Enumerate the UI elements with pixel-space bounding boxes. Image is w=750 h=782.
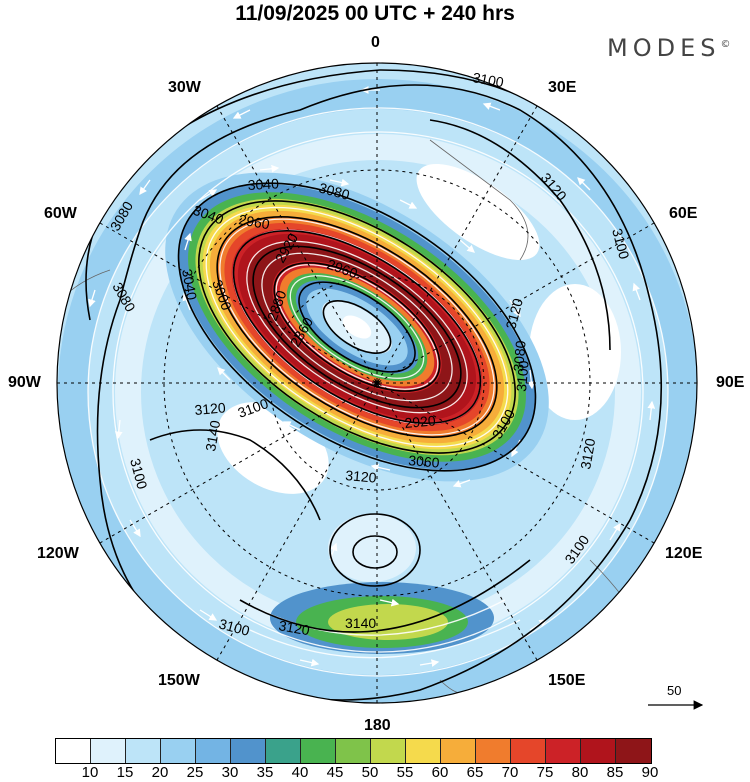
- brand-name: MODES: [607, 34, 721, 62]
- legend-tick-label: 70: [501, 764, 519, 781]
- legend-swatch: [406, 739, 441, 763]
- contour-label: 3100: [127, 457, 151, 491]
- brand-logo: MODES©: [607, 34, 730, 62]
- contour-label: 3120: [502, 296, 526, 330]
- legend-swatch: [616, 739, 651, 763]
- contour-label: 3140: [202, 419, 223, 453]
- lon-label-30w: 30W: [168, 79, 201, 96]
- contour-label: 3120: [194, 399, 227, 418]
- legend-swatch: [91, 739, 126, 763]
- wind-speed-field: [57, 63, 697, 703]
- contour-label: 3100: [217, 615, 251, 639]
- contour-label: 3140: [345, 615, 376, 631]
- legend-tick-label: 55: [396, 764, 414, 781]
- legend-swatch: [581, 739, 616, 763]
- contour-label: 3120: [277, 617, 311, 638]
- legend-tick-label: 20: [151, 764, 169, 781]
- lon-label-90e: 90E: [716, 374, 745, 391]
- lon-label-120e: 120E: [665, 545, 703, 562]
- legend-tick-label: 80: [571, 764, 589, 781]
- contour-label: 3080: [317, 179, 351, 203]
- legend-swatch: [196, 739, 231, 763]
- wind-reference-value: 50: [667, 683, 682, 698]
- legend-swatch: [161, 739, 196, 763]
- contour-label: 3040: [247, 175, 279, 193]
- map-title: 11/09/2025 00 UTC + 240 hrs: [235, 2, 515, 25]
- contour-label: 3100: [471, 69, 505, 90]
- lon-label-120w: 120W: [37, 545, 79, 562]
- lon-label-0: 0: [371, 34, 380, 51]
- contour-label: 3040: [179, 268, 200, 302]
- wind-arrows: [88, 86, 656, 667]
- lon-label-60e: 60E: [669, 205, 698, 222]
- legend-swatch: [231, 739, 266, 763]
- legend-tick-label: 40: [291, 764, 309, 781]
- legend-tick-label: 65: [466, 764, 484, 781]
- color-legend: [55, 738, 652, 764]
- map-boundary: [56, 62, 698, 704]
- legend-tick-label: 60: [431, 764, 449, 781]
- legend-tick-label: 90: [641, 764, 659, 781]
- legend-tick-label: 10: [81, 764, 99, 781]
- lon-label-150w: 150W: [158, 672, 200, 689]
- contour-label: 3120: [345, 467, 378, 486]
- contour-label: 3120: [577, 437, 598, 471]
- lon-label-60w: 60W: [44, 205, 77, 222]
- contour-label: 2920: [404, 412, 437, 431]
- lon-label-150e: 150E: [548, 672, 586, 689]
- legend-swatch: [266, 739, 301, 763]
- contour-label: 3060: [408, 452, 441, 471]
- legend-tick-label: 15: [116, 764, 134, 781]
- contour-label: 3100: [609, 227, 633, 261]
- legend-swatch: [511, 739, 546, 763]
- legend-swatch: [546, 739, 581, 763]
- legend-tick-label: 25: [186, 764, 204, 781]
- legend-swatch: [56, 739, 91, 763]
- contour-label: 2960: [237, 211, 271, 232]
- legend-tick-label: 45: [326, 764, 344, 781]
- lon-label-90w: 90W: [8, 374, 41, 391]
- brand-mark: ©: [720, 39, 731, 50]
- legend-swatch: [336, 739, 371, 763]
- legend-swatch: [126, 739, 161, 763]
- legend-tick-label: 75: [536, 764, 554, 781]
- legend-tick-label: 50: [361, 764, 379, 781]
- legend-swatch: [441, 739, 476, 763]
- contour-label: 3100: [513, 360, 532, 393]
- legend-swatch: [301, 739, 336, 763]
- graticule: [57, 63, 697, 703]
- lon-label-180: 180: [364, 717, 391, 734]
- legend-tick-label: 30: [221, 764, 239, 781]
- legend-swatch: [476, 739, 511, 763]
- legend-tick-label: 35: [256, 764, 274, 781]
- legend-tick-label: 85: [606, 764, 624, 781]
- legend-swatch: [371, 739, 406, 763]
- lon-label-30e: 30E: [548, 79, 577, 96]
- contour-label: 3080: [510, 340, 529, 373]
- contour-labels: 3100 3120 3100 3080 3080 3040 3040 3080 …: [107, 69, 633, 639]
